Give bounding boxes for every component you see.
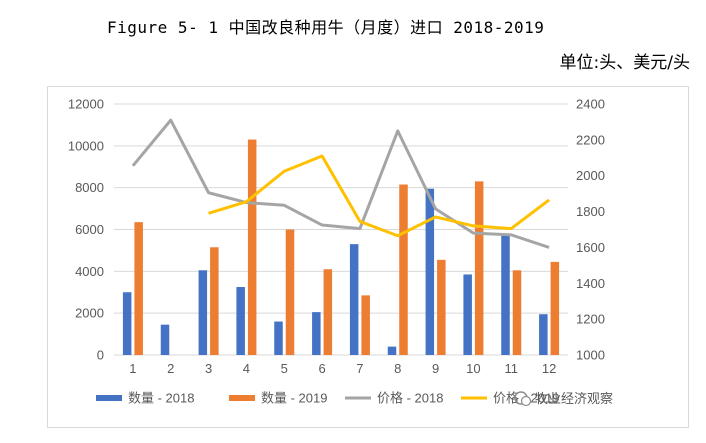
y-right-tick-label: 2400 bbox=[576, 97, 605, 112]
bar-qty-2018 bbox=[501, 235, 510, 355]
x-tick-label: 7 bbox=[356, 361, 363, 376]
y-right-tick-label: 1800 bbox=[576, 204, 605, 219]
wechat-icon-bubble bbox=[520, 395, 532, 407]
chart-frame bbox=[47, 86, 689, 428]
x-tick-label: 12 bbox=[542, 361, 556, 376]
bar-qty-2018 bbox=[160, 324, 170, 355]
bar-qty-2018 bbox=[539, 314, 548, 355]
bar-qty-2018 bbox=[349, 244, 359, 355]
y-left-tick-label: 12000 bbox=[68, 97, 104, 112]
y-left-tick-label: 4000 bbox=[75, 264, 104, 279]
y-right-tick-label: 1600 bbox=[576, 240, 605, 255]
y-left-tick-label: 2000 bbox=[75, 306, 104, 321]
bar-qty-2018 bbox=[274, 321, 283, 355]
watermark-text: 牧业经济观察 bbox=[535, 391, 613, 406]
bar-qty-2018 bbox=[312, 312, 321, 355]
unit-label: 单位:头、美元/头 bbox=[559, 53, 690, 73]
y-right-tick-label: 2200 bbox=[576, 132, 605, 147]
figure-title: Figure 5- 1 中国改良种用牛（月度）进口 2018-2019 bbox=[107, 18, 545, 37]
bar-qty-2019 bbox=[399, 184, 408, 355]
y-left-tick-label: 10000 bbox=[68, 138, 104, 153]
legend-label: 数量 - 2018 bbox=[128, 391, 194, 406]
x-tick-label: 8 bbox=[394, 361, 401, 376]
y-right-tick-label: 1000 bbox=[576, 348, 605, 363]
bar-qty-2019 bbox=[550, 261, 560, 355]
y-right-tick-label: 2000 bbox=[576, 168, 605, 183]
y-left-tick-label: 0 bbox=[97, 348, 104, 363]
bar-qty-2018 bbox=[198, 270, 208, 355]
bar-qty-2019 bbox=[323, 269, 333, 355]
y-left-tick-label: 8000 bbox=[75, 180, 104, 195]
x-tick-label: 3 bbox=[205, 361, 212, 376]
bar-qty-2019 bbox=[247, 139, 257, 355]
line-price-2019 bbox=[208, 154, 550, 238]
x-tick-label: 10 bbox=[466, 361, 480, 376]
bar-qty-2019 bbox=[512, 270, 522, 355]
y-right-tick-label: 1200 bbox=[576, 312, 605, 327]
bar-qty-2018 bbox=[387, 346, 397, 355]
x-tick-label: 9 bbox=[432, 361, 439, 376]
bar-qty-2019 bbox=[285, 229, 295, 355]
y-left-tick-label: 6000 bbox=[75, 222, 104, 237]
bar-qty-2019 bbox=[134, 222, 143, 355]
x-tick-label: 2 bbox=[167, 361, 174, 376]
x-tick-label: 4 bbox=[243, 361, 250, 376]
x-tick-label: 6 bbox=[318, 361, 325, 376]
bar-qty-2018 bbox=[463, 274, 472, 355]
bar-qty-2018 bbox=[122, 292, 132, 355]
legend-swatch bbox=[96, 395, 122, 401]
bar-qty-2019 bbox=[210, 247, 219, 355]
x-tick-label: 1 bbox=[129, 361, 136, 376]
legend-swatch bbox=[229, 395, 255, 401]
bar-qty-2019 bbox=[437, 259, 446, 355]
y-right-tick-label: 1400 bbox=[576, 276, 605, 291]
line-price-2018 bbox=[131, 118, 550, 249]
legend-label: 数量 - 2019 bbox=[261, 391, 327, 406]
legend-label: 价格 - 2018 bbox=[377, 391, 443, 406]
bar-qty-2019 bbox=[474, 181, 484, 355]
x-tick-label: 11 bbox=[505, 361, 519, 376]
bar-qty-2019 bbox=[361, 295, 370, 355]
bar-qty-2018 bbox=[236, 287, 245, 355]
bar-qty-2018 bbox=[425, 188, 435, 355]
x-tick-label: 5 bbox=[281, 361, 288, 376]
